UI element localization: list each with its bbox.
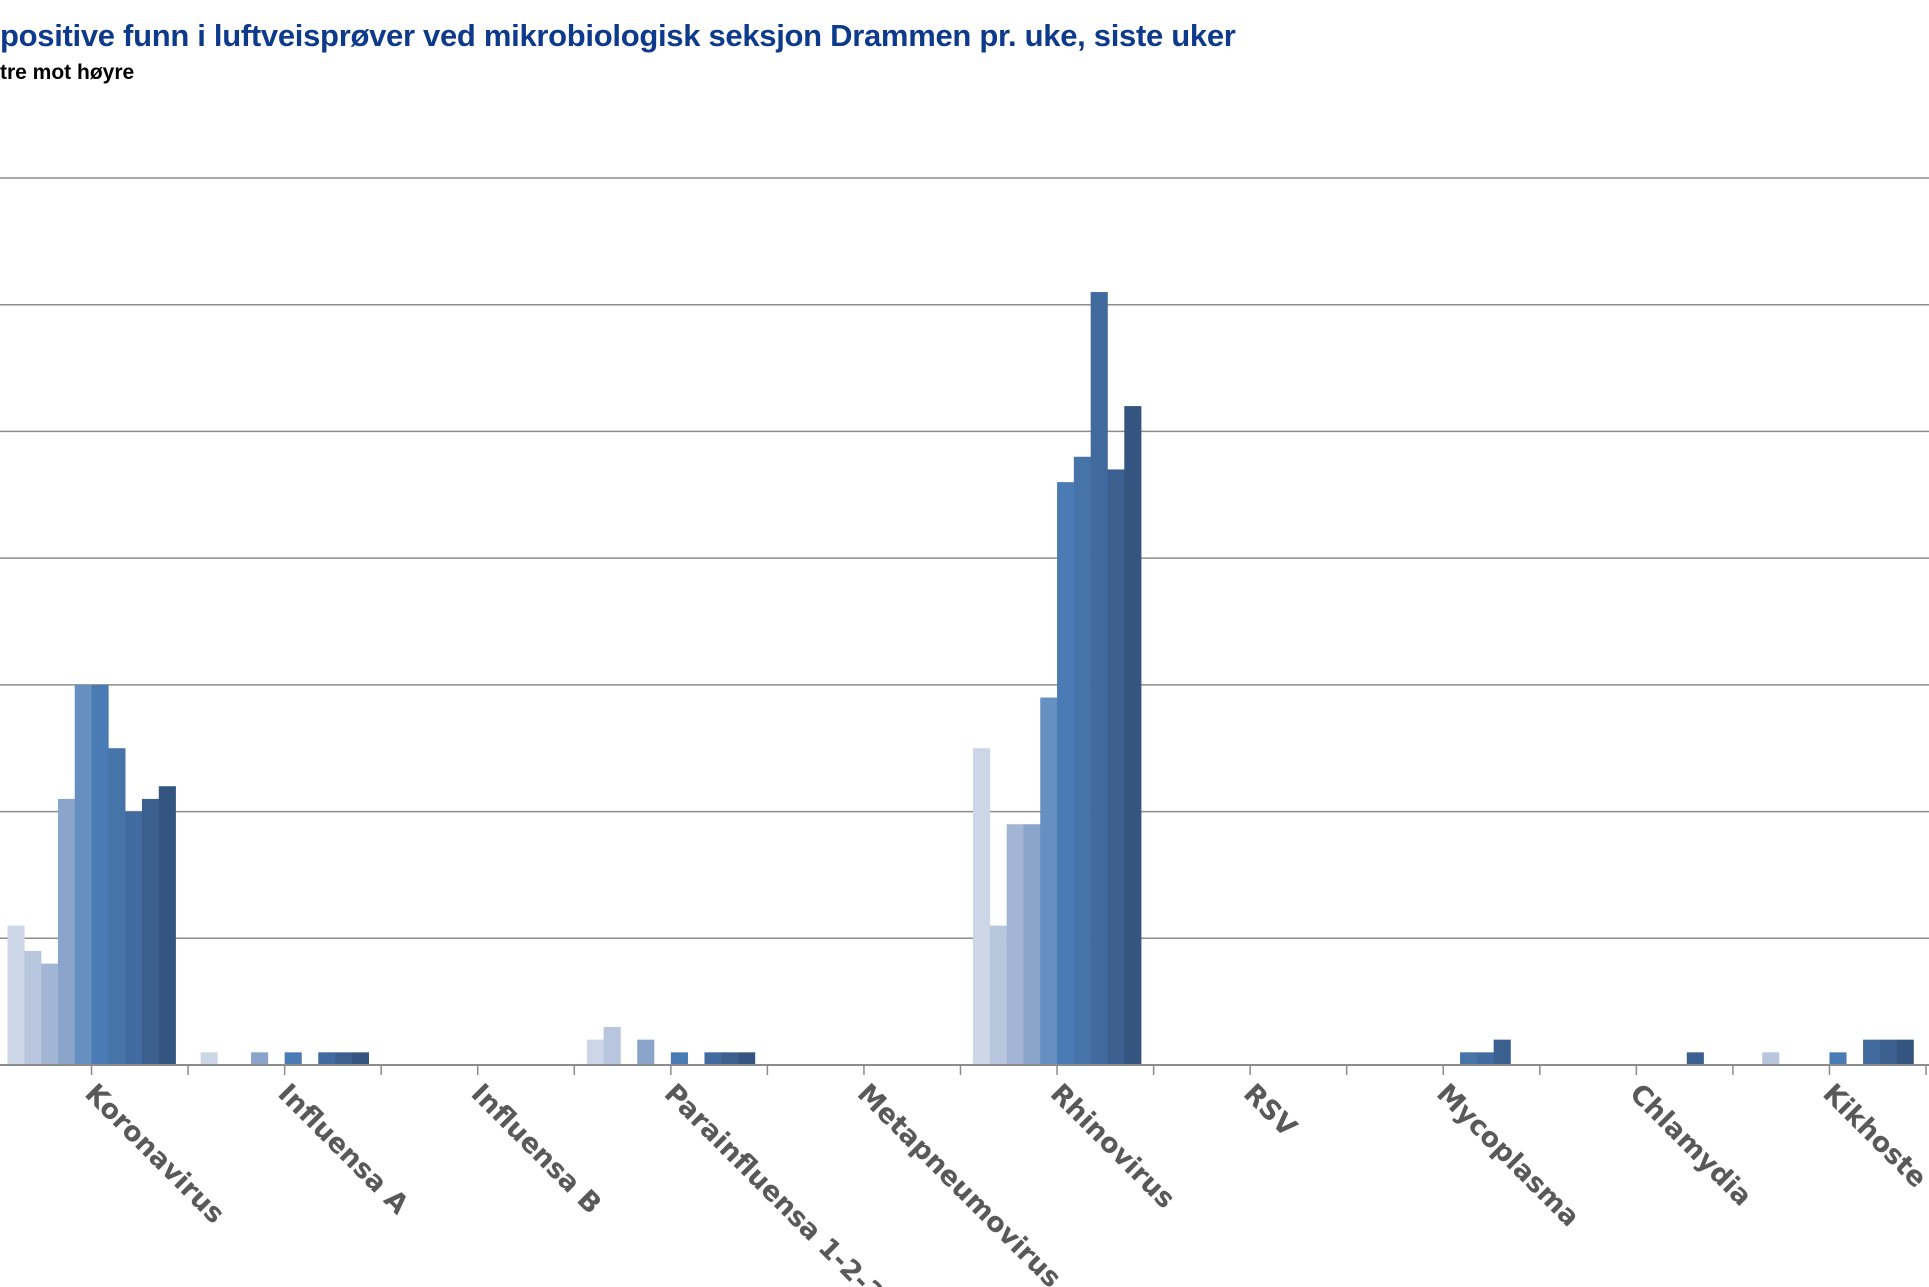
bar-kikhoste-9: [1879, 1039, 1897, 1065]
bar-chlamydia-9: [1686, 1052, 1704, 1065]
category-label: Chlamydia: [1623, 1078, 1757, 1212]
bar-koronavirus-10: [158, 786, 176, 1065]
bar-influensa-a-4: [251, 1052, 269, 1065]
bar-rhinovirus-8: [1090, 292, 1108, 1065]
bar-rhinovirus-7: [1073, 456, 1091, 1065]
bar-rhinovirus-3: [1006, 824, 1024, 1065]
bar-koronavirus-3: [41, 963, 59, 1065]
bar-koronavirus-7: [108, 748, 126, 1065]
bar-rhinovirus-6: [1057, 482, 1075, 1066]
bar-mycoplasma-8: [1476, 1052, 1494, 1065]
category-label: Mycoplasma: [1430, 1078, 1585, 1233]
bar-influensa-a-9: [335, 1052, 353, 1065]
bar-parainfluensa-1-2-3-2: [603, 1026, 621, 1065]
chart-title: positive funn i luftveisprøver ved mikro…: [0, 18, 1236, 53]
bar-rhinovirus-10: [1124, 406, 1142, 1066]
bar-koronavirus-9: [141, 798, 160, 1065]
bar-rhinovirus-5: [1040, 697, 1058, 1065]
bar-kikhoste-6: [1829, 1052, 1847, 1065]
bar-rhinovirus-9: [1107, 469, 1125, 1065]
bar-kikhoste-8: [1863, 1039, 1881, 1065]
category-label: Parainfluensa 1-2-3: [658, 1078, 890, 1287]
bar-influensa-a-1: [200, 1052, 218, 1065]
bar-influensa-a-8: [318, 1052, 336, 1065]
bar-rhinovirus-4: [1023, 824, 1041, 1065]
category-label: Rhinovirus: [1044, 1078, 1181, 1215]
bar-kikhoste-2: [1762, 1052, 1780, 1065]
bar-parainfluensa-1-2-3-10: [738, 1052, 756, 1065]
bar-koronavirus-1: [7, 925, 25, 1065]
bar-koronavirus-8: [125, 811, 143, 1065]
bar-parainfluensa-1-2-3-8: [704, 1052, 722, 1065]
category-label: Influensa A: [272, 1078, 415, 1221]
bar-rhinovirus-1: [973, 748, 991, 1065]
bar-mycoplasma-7: [1460, 1052, 1478, 1065]
bar-influensa-a-6: [284, 1052, 302, 1065]
category-label: Influensa B: [465, 1078, 607, 1220]
bar-influensa-a-10: [351, 1052, 369, 1065]
bar-koronavirus-6: [91, 684, 109, 1065]
bar-mycoplasma-9: [1493, 1039, 1511, 1065]
category-label: RSV: [1237, 1078, 1302, 1143]
chart-subtitle: tre mot høyre: [0, 61, 135, 84]
bar-koronavirus-4: [57, 798, 76, 1065]
bar-koronavirus-5: [74, 684, 92, 1065]
bar-kikhoste-10: [1896, 1039, 1914, 1065]
category-label: Metapneumovirus: [851, 1078, 1067, 1287]
bar-rhinovirus-2: [989, 925, 1007, 1065]
bar-koronavirus-2: [24, 950, 42, 1065]
bar-parainfluensa-1-2-3-4: [637, 1039, 655, 1065]
bar-parainfluensa-1-2-3-6: [670, 1052, 688, 1065]
bar-parainfluensa-1-2-3-1: [586, 1039, 604, 1065]
category-label: Koronavirus: [79, 1078, 231, 1230]
category-label: Kikhoste: [1817, 1078, 1929, 1194]
bar-parainfluensa-1-2-3-9: [721, 1052, 739, 1065]
